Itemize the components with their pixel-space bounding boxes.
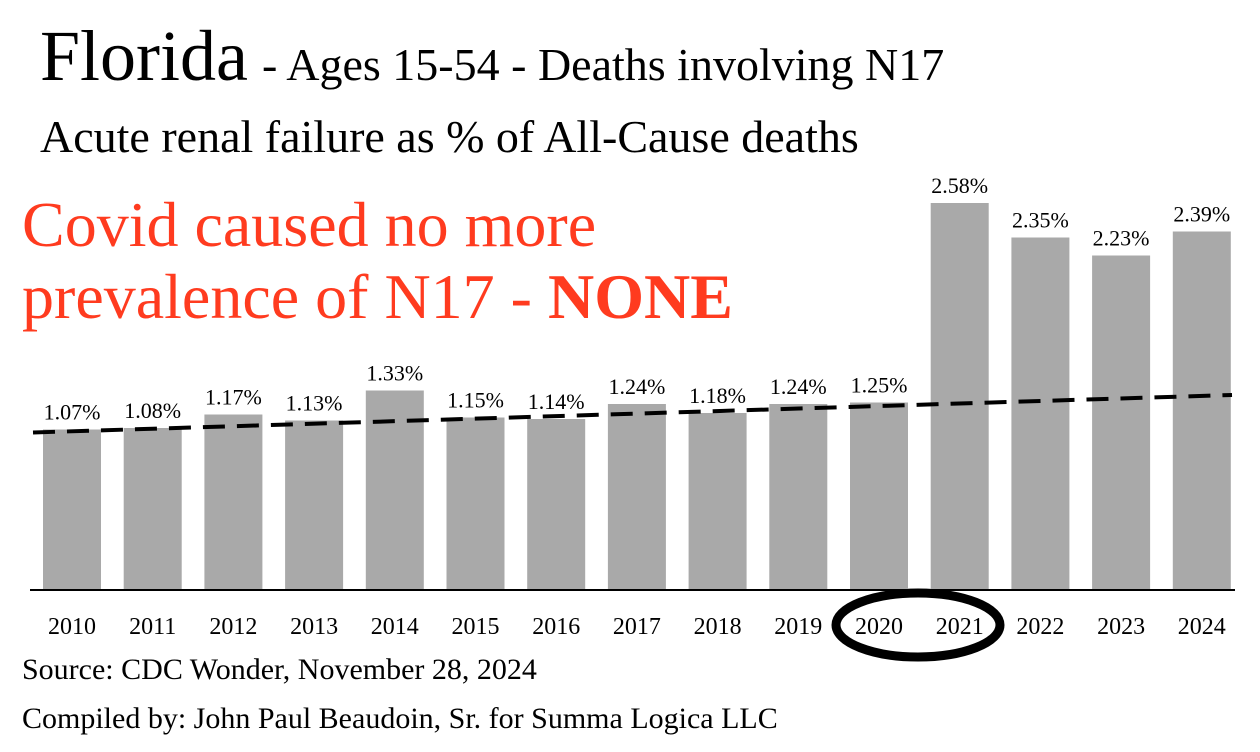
x-tick-label: 2022 bbox=[1016, 614, 1064, 640]
value-label: 2.39% bbox=[1173, 202, 1230, 227]
value-label: 1.07% bbox=[44, 400, 101, 425]
x-tick-label: 2020 bbox=[855, 614, 903, 640]
bar bbox=[1011, 237, 1070, 590]
x-tick-label: 2011 bbox=[129, 614, 176, 640]
source: Source: CDC Wonder, November 28, 2024 bbox=[22, 653, 537, 686]
bar bbox=[607, 404, 666, 590]
x-tick-label: 2013 bbox=[290, 614, 338, 640]
value-label: 1.13% bbox=[286, 391, 343, 416]
x-tick-label: 2010 bbox=[48, 614, 96, 640]
x-tick-label: 2016 bbox=[532, 614, 580, 640]
annotation-emphasis: NONE bbox=[548, 261, 733, 332]
annotation-line: prevalence of N17 - NONE bbox=[22, 261, 733, 332]
x-tick-label: 2024 bbox=[1178, 614, 1226, 640]
bar bbox=[43, 429, 101, 590]
x-tick-label: 2012 bbox=[209, 614, 257, 640]
bar bbox=[285, 420, 344, 590]
x-tick-label: 2014 bbox=[371, 614, 419, 640]
x-tick-label: 2021 bbox=[936, 614, 984, 640]
value-label: 2.23% bbox=[1093, 226, 1150, 251]
bar bbox=[123, 428, 182, 590]
value-label: 1.17% bbox=[205, 385, 262, 410]
value-label: 1.08% bbox=[124, 398, 181, 423]
bar bbox=[1092, 255, 1151, 590]
value-label: 1.18% bbox=[689, 383, 746, 408]
chart-subtitle: Acute renal failure as % of All-Cause de… bbox=[40, 111, 859, 162]
x-tick-label: 2018 bbox=[694, 614, 742, 640]
bar bbox=[527, 419, 586, 590]
title-suffix: - Ages 15-54 - Deaths involving N17 bbox=[262, 39, 944, 90]
bar bbox=[446, 417, 505, 590]
bar bbox=[204, 414, 263, 590]
bar bbox=[1172, 231, 1231, 590]
value-label: 1.14% bbox=[528, 389, 585, 414]
value-label: 2.35% bbox=[1012, 208, 1069, 233]
bar bbox=[850, 402, 908, 590]
value-label: 2.58% bbox=[931, 173, 988, 198]
title-main: Florida bbox=[40, 16, 248, 96]
bar bbox=[930, 203, 989, 590]
x-tick-label: 2017 bbox=[613, 614, 661, 640]
value-label: 1.33% bbox=[366, 361, 423, 386]
x-tick-label: 2015 bbox=[452, 614, 500, 640]
annotation-text: prevalence of N17 - bbox=[22, 261, 532, 332]
annotation-line: Covid caused no more bbox=[22, 189, 596, 260]
credit: Compiled by: John Paul Beaudoin, Sr. for… bbox=[22, 702, 778, 735]
chart-title: Florida - Ages 15-54 - Deaths involving N… bbox=[40, 16, 944, 96]
value-label: 1.15% bbox=[447, 388, 504, 413]
bar bbox=[688, 413, 747, 590]
highlight-circle bbox=[831, 588, 1005, 662]
value-label: 1.25% bbox=[851, 373, 908, 398]
x-tick-label: 2023 bbox=[1097, 614, 1145, 640]
x-tick-label: 2019 bbox=[774, 614, 822, 640]
bar bbox=[769, 404, 828, 590]
trendline bbox=[32, 393, 1233, 435]
value-label: 1.24% bbox=[770, 374, 827, 399]
value-label: 1.24% bbox=[608, 374, 665, 399]
